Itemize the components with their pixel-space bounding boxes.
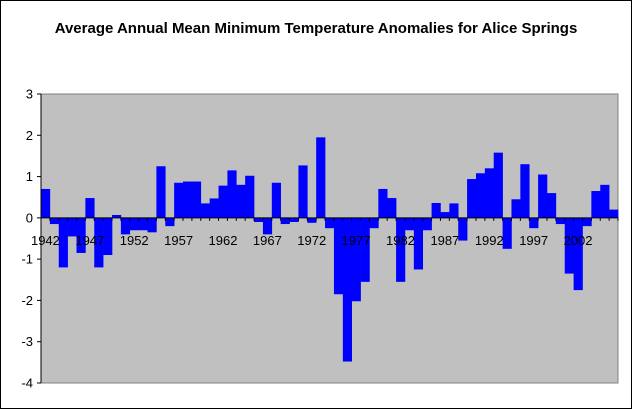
- y-tick-label: 3: [26, 87, 33, 102]
- x-tick-label: 1987: [430, 233, 459, 248]
- bar-1997: [529, 217, 539, 229]
- x-tick-label: 1942: [31, 233, 60, 248]
- bar-1990: [467, 179, 477, 218]
- bar-2003: [582, 217, 592, 227]
- bar-1974: [325, 217, 335, 229]
- x-tick-label: 1982: [386, 233, 415, 248]
- plot-area: [40, 93, 619, 384]
- bar-1977: [351, 217, 361, 302]
- bar-1959: [191, 181, 202, 218]
- bar-1966: [254, 217, 264, 222]
- bar-1978: [360, 217, 370, 282]
- bar-1973: [316, 137, 326, 218]
- bar-1982: [396, 217, 406, 282]
- bar-1976: [342, 217, 352, 362]
- x-axis: 1942 1947 1952 1957 1962 1967 1972 1977 1982 1987…: [31, 217, 619, 248]
- bar-2006: [609, 209, 619, 218]
- bar-1948: [94, 217, 104, 268]
- bar-2004: [591, 191, 601, 218]
- bar-1958: [183, 181, 193, 218]
- bar-1996: [520, 164, 530, 218]
- y-tick-label: 1: [26, 169, 33, 184]
- bar-1954: [147, 217, 157, 233]
- bar-1998: [538, 174, 548, 218]
- y-tick-label: 2: [26, 128, 33, 143]
- bar-1955: [156, 166, 166, 218]
- bar-1986: [431, 202, 441, 218]
- bars-group: [41, 137, 619, 362]
- bar-1944: [58, 217, 68, 268]
- bar-2001: [564, 217, 574, 274]
- chart-title: Average Annual Mean Minimum Temperature …: [54, 20, 578, 37]
- bar-1993: [493, 152, 503, 218]
- bar-1995: [511, 199, 521, 218]
- bar-1956: [165, 217, 175, 227]
- x-tick-label: 1977: [342, 233, 371, 248]
- bar-1999: [546, 193, 557, 218]
- x-tick-label: 1947: [75, 233, 104, 248]
- bar-1957: [174, 182, 184, 218]
- bar-1972: [307, 217, 317, 223]
- bar-1991: [475, 173, 486, 218]
- bar-1989: [458, 217, 468, 241]
- bar-1994: [502, 217, 512, 249]
- bar-1969: [280, 217, 290, 225]
- x-tick-label: 1997: [519, 233, 548, 248]
- bar-1942: [41, 188, 51, 218]
- bar-1949: [103, 217, 113, 256]
- bar-1947: [85, 198, 95, 218]
- bar-1962: [218, 185, 228, 218]
- bar-1953: [138, 217, 148, 231]
- bar-1985: [422, 217, 432, 231]
- bar-2005: [600, 184, 610, 218]
- bar-1961: [209, 198, 219, 218]
- bar-1981: [387, 198, 397, 218]
- x-tick-label: 1972: [297, 233, 326, 248]
- y-tick-label: -4: [21, 376, 33, 391]
- bar-1963: [227, 170, 237, 218]
- bar-1988: [449, 203, 459, 218]
- bar-2000: [555, 217, 566, 225]
- bar-1984: [413, 217, 424, 270]
- bar-1979: [369, 217, 379, 229]
- bar-1975: [333, 217, 344, 295]
- x-tick-label: 1957: [164, 233, 193, 248]
- bar-1968: [271, 182, 281, 218]
- x-tick-label: 2002: [564, 233, 593, 248]
- y-tick-label: 0: [26, 210, 33, 225]
- bar-1960: [200, 203, 210, 218]
- bar-1992: [484, 168, 495, 218]
- bar-1943: [49, 217, 60, 225]
- x-tick-label: 1952: [120, 233, 149, 248]
- bar-1951: [120, 217, 131, 235]
- bar-2002: [573, 217, 583, 291]
- y-tick-label: -1: [21, 252, 33, 267]
- bar-1987: [440, 212, 450, 218]
- bar-1965: [245, 175, 255, 218]
- x-tick-label: 1967: [253, 233, 282, 248]
- bar-1967: [262, 217, 273, 235]
- bar-1971: [298, 165, 308, 218]
- bar-1946: [76, 217, 86, 253]
- bar-1952: [129, 217, 139, 231]
- y-axis: 3 2 1 0 -1 -2 -3 -4: [21, 87, 42, 391]
- bar-1970: [289, 217, 299, 222]
- y-tick-label: -3: [21, 334, 33, 349]
- bar-1945: [67, 217, 77, 237]
- x-tick-label: 1992: [475, 233, 504, 248]
- bar-1980: [378, 188, 388, 218]
- bar-1964: [236, 184, 246, 218]
- bar-1983: [404, 217, 415, 231]
- bar-1950: [112, 214, 122, 218]
- x-tick-label: 1962: [209, 233, 238, 248]
- y-tick-label: -2: [21, 293, 33, 308]
